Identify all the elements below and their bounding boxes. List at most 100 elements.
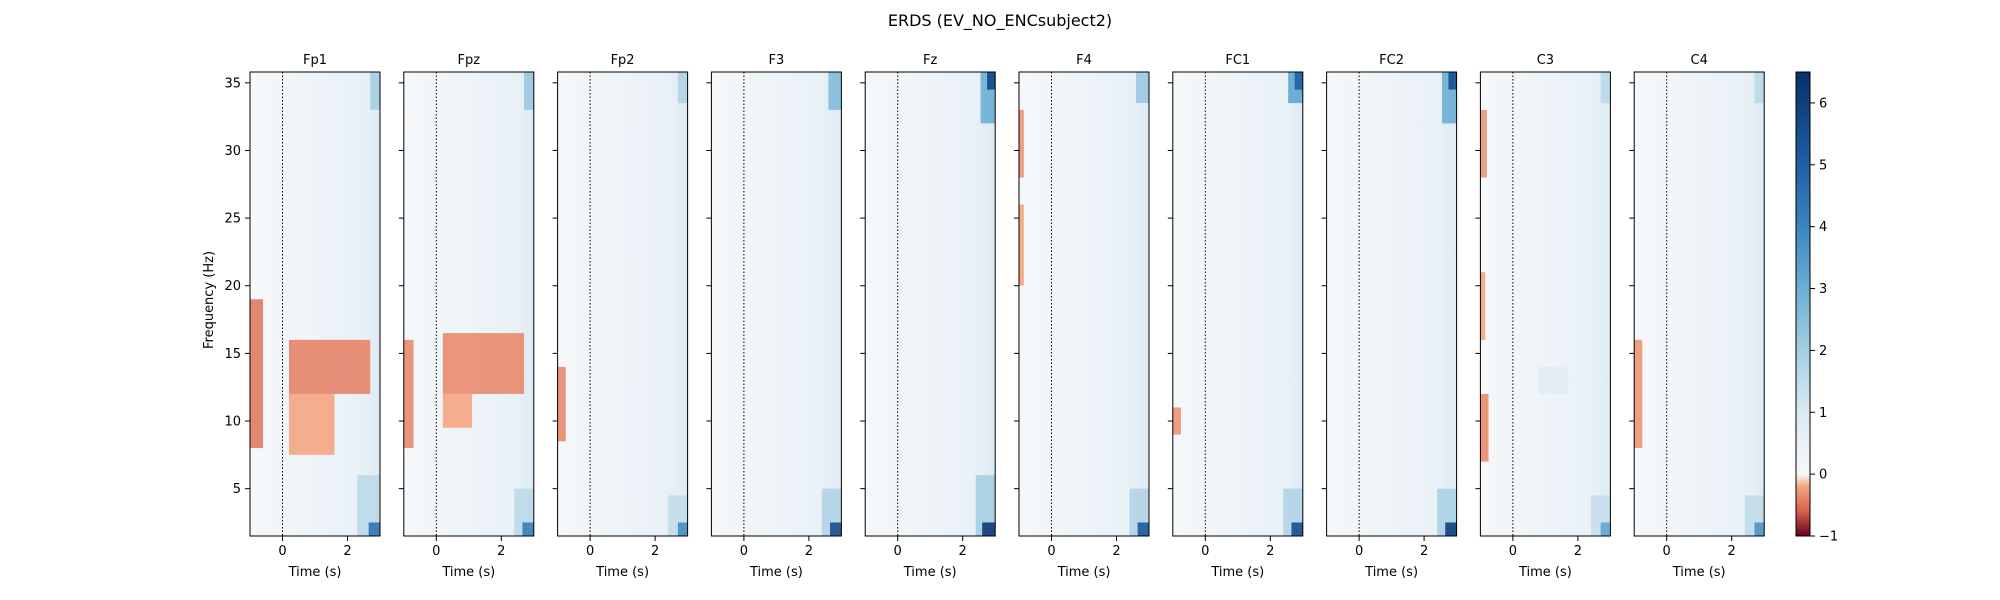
panel-title: F4 xyxy=(1076,53,1092,68)
heatmap-cell xyxy=(1538,366,1569,394)
y-tick-label: 30 xyxy=(224,144,241,159)
panel-title: Fp1 xyxy=(303,53,327,68)
panel-frame xyxy=(864,71,996,537)
heatmap-cells xyxy=(975,72,996,536)
panel-frame xyxy=(1633,71,1765,537)
heatmap-cell xyxy=(1172,407,1181,435)
y-tick-label: 5 xyxy=(233,482,241,497)
x-axis-label: Time (s) xyxy=(288,565,342,580)
heatmap-cell xyxy=(1291,522,1303,536)
x-tick-label: 0 xyxy=(1663,544,1671,559)
panel-frame xyxy=(403,71,535,537)
panel-frame xyxy=(1018,71,1150,537)
heatmap-cell xyxy=(1480,393,1489,462)
x-axis-label: Time (s) xyxy=(1364,565,1418,580)
heatmap-cells xyxy=(557,72,688,536)
colorbar-tick-label: 0 xyxy=(1819,468,1827,483)
x-axis-label: Time (s) xyxy=(441,565,495,580)
heatmap-cell xyxy=(828,72,842,110)
y-axis-label: Frequency (Hz) xyxy=(202,251,217,349)
x-tick-label: 0 xyxy=(586,544,594,559)
heatmap-cell xyxy=(403,339,414,449)
panel-background xyxy=(1326,72,1457,536)
heatmap-cell xyxy=(1137,522,1149,536)
heatmap-cell xyxy=(289,339,371,394)
heatmap-cell xyxy=(1445,522,1457,536)
colorbar-tick-label: 2 xyxy=(1819,344,1827,359)
x-tick-label: 2 xyxy=(1420,544,1428,559)
heatmap-cell xyxy=(1634,339,1643,449)
heatmap-cell xyxy=(987,72,996,90)
panel-background xyxy=(250,72,380,536)
x-tick-label: 2 xyxy=(651,544,659,559)
heatmap-cell xyxy=(442,393,473,428)
heatmap-cell xyxy=(975,475,996,536)
heatmap-cell xyxy=(442,333,525,394)
x-tick-label: 2 xyxy=(1112,544,1120,559)
heatmap-cells xyxy=(250,72,380,536)
colorbar: −1 0 1 2 3 4 5 6 xyxy=(1795,71,1838,545)
x-tick-label: 2 xyxy=(1574,544,1582,559)
figure-title: ERDS (EV_NO_ENCsubject2) xyxy=(888,11,1112,31)
heatmap-cell xyxy=(370,72,380,110)
panel-frame xyxy=(249,71,381,537)
panel-title: F3 xyxy=(769,53,785,68)
heatmap-cells xyxy=(1019,72,1149,536)
y-tick-label: 25 xyxy=(224,212,241,227)
heatmap-cell xyxy=(524,72,534,110)
x-tick-label: 2 xyxy=(1728,544,1736,559)
colorbar-tick-label: 3 xyxy=(1819,282,1827,297)
panel-background xyxy=(1480,72,1611,536)
x-tick-label: 0 xyxy=(432,544,440,559)
panel-background xyxy=(1634,72,1765,536)
heatmap-cells xyxy=(821,72,842,536)
x-tick-label: 0 xyxy=(894,544,902,559)
x-tick-label: 0 xyxy=(1509,544,1517,559)
y-tick-label: 35 xyxy=(224,76,241,91)
x-tick-label: 0 xyxy=(278,544,286,559)
heatmap-cell xyxy=(982,522,996,536)
panel-frame xyxy=(710,71,842,537)
heatmap-cell xyxy=(1480,272,1486,340)
colorbar-tick-label: 5 xyxy=(1819,158,1827,173)
x-tick-label: 2 xyxy=(959,544,967,559)
x-axis-label: Time (s) xyxy=(1672,565,1726,580)
panel-frame xyxy=(557,71,689,537)
heatmap-cell xyxy=(1600,522,1611,536)
x-axis-label: Time (s) xyxy=(749,565,803,580)
heatmap-cell xyxy=(1019,204,1024,286)
colorbar-tick-label: 6 xyxy=(1819,96,1827,111)
x-tick-label: 2 xyxy=(805,544,813,559)
panel-background xyxy=(865,72,996,536)
heatmap-cells xyxy=(1437,72,1457,536)
heatmap-cell xyxy=(1754,72,1765,104)
colorbar-tick-label: 4 xyxy=(1819,220,1827,235)
heatmap-cell xyxy=(522,522,534,536)
panel-frame xyxy=(1479,71,1611,537)
heatmap-cell xyxy=(289,393,335,455)
heatmap-cell xyxy=(1136,72,1149,104)
heatmap-cell xyxy=(357,475,380,536)
heatmap-cell xyxy=(1019,109,1024,178)
heatmap-cells xyxy=(1172,72,1303,536)
heatmap-cell xyxy=(1600,72,1611,104)
heatmap-cell xyxy=(368,522,380,536)
panel-title: Fz xyxy=(923,53,937,68)
x-axis-label: Time (s) xyxy=(1210,565,1264,580)
panel-title: Fp2 xyxy=(611,53,635,68)
panel-background xyxy=(557,72,688,536)
panel-title: FC2 xyxy=(1379,53,1404,68)
heatmap-cell xyxy=(677,522,688,536)
panel-title: C4 xyxy=(1691,53,1708,68)
panel-frame xyxy=(1172,71,1304,537)
heatmap-cell xyxy=(557,366,566,442)
panel-title: C3 xyxy=(1537,53,1554,68)
x-axis-label: Time (s) xyxy=(1057,565,1111,580)
